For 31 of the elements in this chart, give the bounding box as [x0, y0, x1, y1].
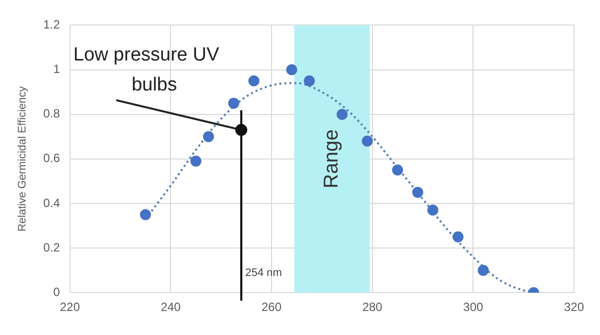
x-tick-label: 280	[362, 300, 383, 314]
y-tick-label: 0.4	[43, 196, 60, 210]
annotation: Low pressure UV bulbs	[73, 44, 220, 96]
ref-line-label: 254 nm	[245, 267, 282, 280]
point	[140, 209, 151, 220]
y-tick-label: 1	[53, 62, 60, 76]
point	[392, 164, 404, 176]
x-tick-label: 220	[60, 300, 80, 314]
y-tick-label: 1.2	[43, 18, 60, 32]
y-axis-title: Relative Germicidal Efficiency	[16, 86, 29, 232]
y-tick-label: 0.6	[43, 151, 60, 166]
y-tick-label: 0.2	[43, 240, 60, 254]
x-tick-label: 240	[160, 300, 182, 314]
point	[452, 231, 464, 242]
point	[228, 98, 240, 109]
y-tick-label: 0.8	[43, 106, 60, 121]
point	[478, 264, 489, 276]
x-tick-label: 260	[262, 300, 282, 314]
point	[362, 136, 373, 147]
point	[203, 131, 214, 142]
point	[336, 108, 348, 120]
point	[427, 204, 438, 216]
point	[248, 75, 260, 86]
point	[412, 186, 424, 198]
band-label: Range	[320, 129, 343, 188]
point	[286, 64, 298, 76]
point	[190, 156, 202, 167]
x-tick-label: 300	[463, 300, 484, 314]
x-tick-label: 320	[564, 300, 584, 314]
point	[304, 75, 315, 86]
y-tick-label: 0	[53, 284, 60, 299]
